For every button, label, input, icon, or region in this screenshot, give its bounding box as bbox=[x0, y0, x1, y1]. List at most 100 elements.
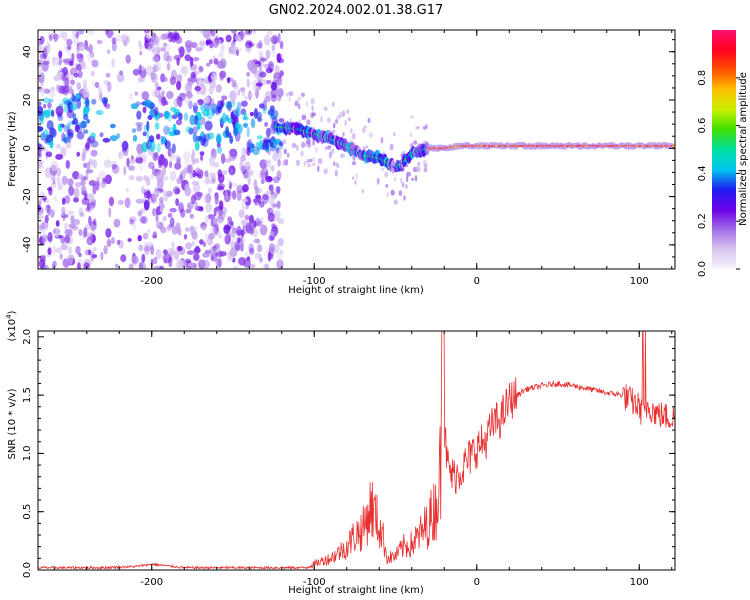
spectral-blob bbox=[150, 173, 155, 180]
x-tick-label: -200 bbox=[140, 276, 163, 287]
spectral-blob bbox=[288, 91, 294, 97]
spectral-blob bbox=[268, 252, 274, 260]
spectral-blob bbox=[100, 181, 107, 189]
spectral-blob bbox=[246, 126, 250, 138]
spectral-blob bbox=[256, 111, 262, 120]
spectral-blob bbox=[277, 148, 282, 160]
spectral-blob bbox=[161, 90, 166, 96]
spectral-blob bbox=[89, 51, 95, 58]
spectral-blob bbox=[217, 258, 222, 268]
spectral-blob bbox=[276, 94, 282, 102]
spectral-blob bbox=[303, 160, 306, 166]
spectral-blob bbox=[384, 171, 389, 178]
spectral-blob bbox=[206, 109, 214, 120]
spectral-blob bbox=[188, 100, 193, 110]
spectral-blob bbox=[307, 164, 312, 167]
spectral-blob bbox=[254, 252, 261, 260]
spectral-blob bbox=[121, 140, 129, 151]
spectral-blob bbox=[166, 90, 174, 100]
spectral-blob bbox=[237, 237, 243, 243]
spectral-blob bbox=[78, 41, 86, 52]
spectral-blob bbox=[178, 202, 184, 214]
spectral-blob bbox=[76, 151, 81, 157]
spectral-blob bbox=[389, 143, 394, 151]
spectral-blob bbox=[194, 85, 201, 92]
spectral-blob bbox=[291, 142, 297, 148]
spectral-blob bbox=[38, 43, 43, 54]
spectral-blob bbox=[310, 97, 315, 105]
spectral-blob bbox=[72, 170, 80, 180]
spectral-blob bbox=[116, 72, 125, 83]
spectral-blob bbox=[362, 127, 365, 134]
spectral-blob bbox=[129, 216, 137, 223]
spectral-blob bbox=[139, 161, 143, 173]
spectral-blob bbox=[331, 148, 335, 152]
y-tick-label: 0.5 bbox=[22, 504, 33, 520]
spectral-blob bbox=[62, 66, 69, 76]
spectral-blob bbox=[231, 182, 238, 187]
spectral-blob bbox=[199, 41, 206, 47]
spectral-blob bbox=[103, 79, 110, 86]
spectral-blob bbox=[143, 241, 151, 246]
spectral-blob bbox=[59, 253, 63, 260]
spectrogram-frame bbox=[37, 29, 676, 270]
spectral-blob bbox=[227, 177, 231, 186]
spectral-blob bbox=[114, 263, 119, 268]
spectral-blob bbox=[44, 214, 49, 224]
spectral-blob bbox=[208, 178, 217, 185]
spectral-blob bbox=[71, 30, 80, 38]
spectral-blob bbox=[99, 132, 104, 138]
spectral-blob bbox=[160, 73, 166, 83]
spectral-blob bbox=[244, 95, 248, 100]
spectral-blob bbox=[270, 82, 278, 91]
spectral-blob bbox=[45, 134, 50, 145]
spectral-blob bbox=[189, 213, 194, 219]
spectral-blob bbox=[56, 144, 61, 149]
spectral-blob bbox=[244, 214, 250, 220]
spectral-blob bbox=[202, 179, 211, 185]
spectral-blob bbox=[266, 127, 271, 138]
spectral-blob bbox=[83, 162, 88, 168]
colorbar-label: Normalized spectral amplitude bbox=[738, 72, 749, 226]
spectral-blob bbox=[132, 68, 140, 76]
spectral-blob bbox=[344, 119, 347, 126]
spectral-blob bbox=[135, 175, 143, 182]
spectral-blob bbox=[214, 247, 221, 253]
spectral-blob bbox=[235, 242, 244, 251]
spectral-blob bbox=[312, 139, 315, 146]
spectral-blob bbox=[148, 141, 156, 152]
spectral-blob bbox=[221, 112, 227, 124]
spectral-blob bbox=[68, 132, 74, 139]
spectral-blob bbox=[38, 115, 44, 125]
spectral-blob bbox=[209, 59, 213, 65]
colorbar-tick-label: 0.2 bbox=[697, 213, 708, 229]
spectral-blob bbox=[333, 160, 336, 166]
spectral-blob bbox=[278, 118, 285, 123]
spectral-blob bbox=[216, 209, 223, 215]
spectral-blob bbox=[64, 77, 70, 88]
spectral-blob bbox=[415, 166, 421, 173]
spectral-blob bbox=[249, 111, 254, 117]
spectral-blob bbox=[176, 80, 182, 91]
spectral-blob bbox=[47, 205, 51, 216]
spectral-blob bbox=[136, 153, 142, 158]
spectral-blob bbox=[185, 40, 193, 49]
spectral-blob bbox=[149, 37, 154, 49]
spectral-blob bbox=[248, 214, 254, 224]
spectral-blob bbox=[75, 49, 81, 60]
spectral-blob bbox=[150, 193, 158, 204]
snr-marks bbox=[38, 331, 675, 570]
spectral-blob bbox=[218, 234, 223, 239]
spectral-blob bbox=[230, 241, 234, 249]
spectral-blob bbox=[180, 65, 188, 74]
spectral-blob bbox=[43, 109, 51, 119]
spectral-blob bbox=[228, 149, 237, 156]
spectral-blob bbox=[200, 104, 204, 111]
x-tick-label: -100 bbox=[303, 577, 326, 588]
spectral-blob bbox=[229, 135, 234, 144]
spectral-blob bbox=[240, 242, 244, 252]
spectral-blob bbox=[188, 127, 194, 135]
spectral-blob bbox=[111, 160, 118, 165]
spectral-blob bbox=[276, 251, 283, 262]
